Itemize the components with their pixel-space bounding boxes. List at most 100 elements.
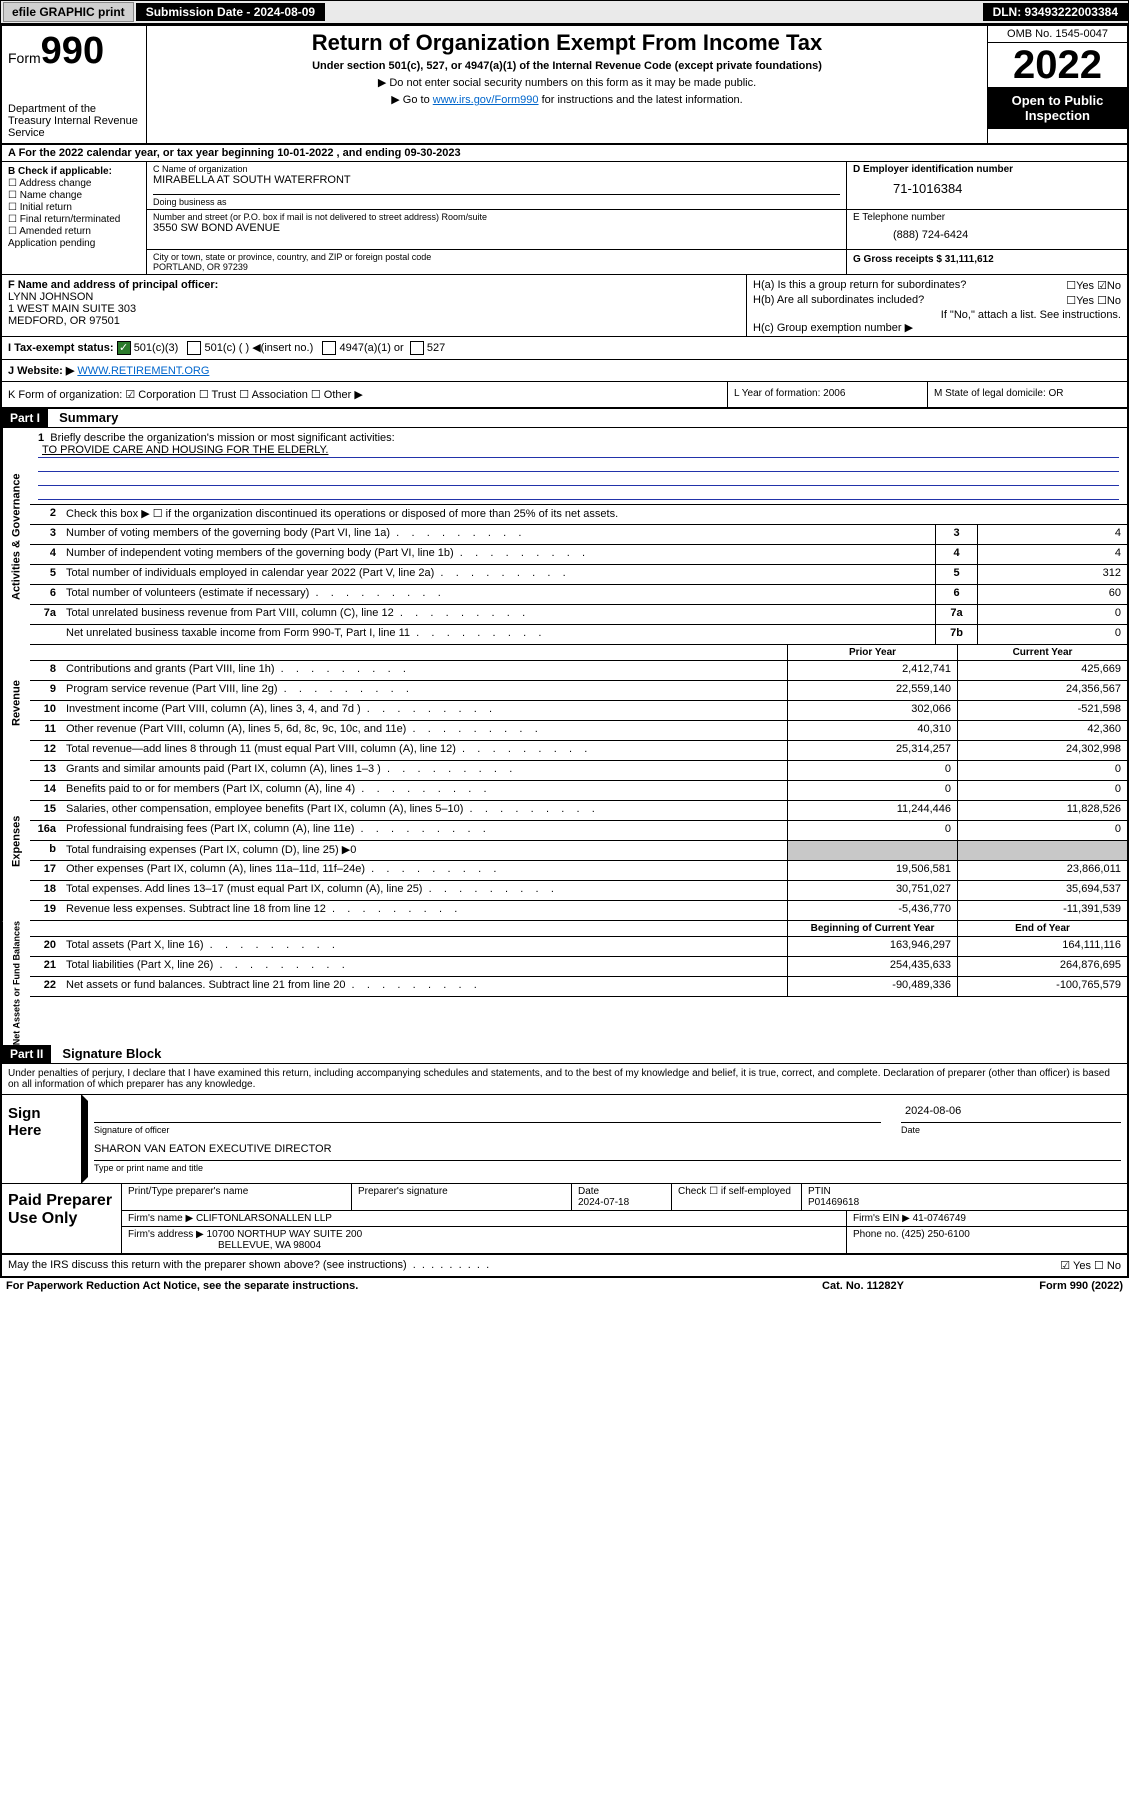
may-irs-answer[interactable]: ☑ Yes ☐ No bbox=[1060, 1259, 1121, 1272]
chk-initial-return[interactable]: ☐ Initial return bbox=[8, 202, 140, 213]
ein-block: D Employer identification number 71-1016… bbox=[847, 162, 1127, 210]
prep-self-employed[interactable]: Check ☐ if self-employed bbox=[672, 1184, 802, 1210]
chk-address-change[interactable]: ☐ Address change bbox=[8, 178, 140, 189]
gross-receipts: G Gross receipts $ 31,111,612 bbox=[847, 250, 1127, 274]
sig-date-label: Date bbox=[901, 1125, 1121, 1135]
firm-name: CLIFTONLARSONALLEN LLP bbox=[196, 1213, 332, 1224]
phone-value: (888) 724-6424 bbox=[853, 223, 1121, 247]
ha-answer[interactable]: ☐Yes ☑No bbox=[1066, 279, 1121, 292]
may-irs-discuss: May the IRS discuss this return with the… bbox=[8, 1259, 1060, 1272]
prep-sig-label: Preparer's signature bbox=[352, 1184, 572, 1210]
form-title: Return of Organization Exempt From Incom… bbox=[155, 30, 979, 56]
sig-officer-label: Signature of officer bbox=[94, 1125, 881, 1135]
part-i-title: Summary bbox=[51, 408, 126, 427]
form-id-block: Form990 Department of the Treasury Inter… bbox=[2, 26, 147, 143]
summary-line: 9 Program service revenue (Part VIII, li… bbox=[30, 681, 1127, 701]
summary-line: 3 Number of voting members of the govern… bbox=[30, 525, 1127, 545]
form-of-org: K Form of organization: ☑ Corporation ☐ … bbox=[2, 382, 727, 407]
open-to-public: Open to Public Inspection bbox=[988, 87, 1127, 129]
city-block: City or town, state or province, country… bbox=[147, 250, 847, 274]
summary-line: 6 Total number of volunteers (estimate i… bbox=[30, 585, 1127, 605]
efile-print-button[interactable]: efile GRAPHIC print bbox=[3, 2, 134, 22]
paid-preparer-label: Paid Preparer Use Only bbox=[2, 1184, 122, 1253]
side-expenses: Expenses bbox=[2, 761, 30, 921]
officer-addr1: 1 WEST MAIN SUITE 303 bbox=[8, 303, 740, 315]
submission-date: Submission Date - 2024-08-09 bbox=[136, 3, 325, 21]
perjury-note: Under penalties of perjury, I declare th… bbox=[2, 1064, 1127, 1095]
addr-block: Number and street (or P.O. box if mail i… bbox=[147, 210, 847, 249]
begin-year-hdr: Beginning of Current Year bbox=[787, 921, 957, 936]
form-title-block: Return of Organization Exempt From Incom… bbox=[147, 26, 987, 143]
sign-here-label: Sign Here bbox=[2, 1095, 82, 1183]
chk-name-change[interactable]: ☐ Name change bbox=[8, 190, 140, 201]
part-ii-title: Signature Block bbox=[54, 1044, 169, 1063]
form-note-link: ▶ Go to www.irs.gov/Form990 for instruct… bbox=[155, 93, 979, 106]
current-year-hdr: Current Year bbox=[957, 645, 1127, 660]
prior-year-hdr: Prior Year bbox=[787, 645, 957, 660]
line2: Check this box ▶ ☐ if the organization d… bbox=[62, 505, 1127, 524]
form-990: Form990 Department of the Treasury Inter… bbox=[0, 24, 1129, 1278]
irs-link[interactable]: www.irs.gov/Form990 bbox=[433, 94, 539, 106]
part-i-header: Part I bbox=[2, 409, 48, 427]
officer-name-title: SHARON VAN EATON EXECUTIVE DIRECTOR bbox=[94, 1143, 1121, 1161]
mission-text: TO PROVIDE CARE AND HOUSING FOR THE ELDE… bbox=[38, 444, 1119, 458]
website-link[interactable]: WWW.RETIREMENT.ORG bbox=[77, 365, 209, 377]
chk-4947[interactable] bbox=[322, 341, 336, 355]
phone-block: E Telephone number (888) 724-6424 bbox=[847, 210, 1127, 249]
summary-line: 20 Total assets (Part X, line 16) 163,94… bbox=[30, 937, 1127, 957]
summary-line: 19 Revenue less expenses. Subtract line … bbox=[30, 901, 1127, 921]
top-bar: efile GRAPHIC print Submission Date - 20… bbox=[0, 0, 1129, 24]
tax-exempt-status: I Tax-exempt status: ✓ 501(c)(3) 501(c) … bbox=[2, 337, 1127, 359]
firm-ein: 41-0746749 bbox=[913, 1213, 966, 1224]
chk-amended[interactable]: ☐ Amended return bbox=[8, 226, 140, 237]
addr-label: Number and street (or P.O. box if mail i… bbox=[153, 212, 840, 222]
year-block: OMB No. 1545-0047 2022 Open to Public In… bbox=[987, 26, 1127, 143]
summary-line: b Total fundraising expenses (Part IX, c… bbox=[30, 841, 1127, 861]
col-b-checkboxes: B Check if applicable: ☐ Address change … bbox=[2, 162, 147, 274]
chk-501c3[interactable]: ✓ bbox=[117, 341, 131, 355]
omb-number: OMB No. 1545-0047 bbox=[988, 26, 1127, 43]
side-revenue: Revenue bbox=[2, 645, 30, 761]
summary-line: 22 Net assets or fund balances. Subtract… bbox=[30, 977, 1127, 997]
name-title-label: Type or print name and title bbox=[94, 1163, 1121, 1173]
hb-answer[interactable]: ☐Yes ☐No bbox=[1066, 294, 1121, 307]
form-number: 990 bbox=[41, 30, 104, 72]
chk-app-pending[interactable]: Application pending bbox=[8, 238, 140, 249]
summary-line: 17 Other expenses (Part IX, column (A), … bbox=[30, 861, 1127, 881]
org-name: MIRABELLA AT SOUTH WATERFRONT bbox=[153, 174, 840, 186]
ptin-value: P01469618 bbox=[808, 1197, 859, 1208]
form-label: Form bbox=[8, 50, 41, 66]
summary-line: 8 Contributions and grants (Part VIII, l… bbox=[30, 661, 1127, 681]
prep-name-label: Print/Type preparer's name bbox=[122, 1184, 352, 1210]
end-year-hdr: End of Year bbox=[957, 921, 1127, 936]
firm-phone-label: Phone no. bbox=[853, 1229, 899, 1240]
side-netassets: Net Assets or Fund Balances bbox=[2, 921, 30, 1045]
col-b-label: B Check if applicable: bbox=[8, 166, 140, 177]
sig-date-value: 2024-08-06 bbox=[901, 1105, 1121, 1123]
form-note-ssn: ▶ Do not enter social security numbers o… bbox=[155, 76, 979, 89]
firm-name-label: Firm's name ▶ bbox=[128, 1213, 193, 1224]
city-label: City or town, state or province, country… bbox=[153, 252, 840, 262]
prep-date-label: Date bbox=[578, 1186, 599, 1197]
firm-addr-label: Firm's address ▶ bbox=[128, 1229, 204, 1240]
summary-line: 16a Professional fundraising fees (Part … bbox=[30, 821, 1127, 841]
phone-label: E Telephone number bbox=[853, 212, 1121, 223]
dept-treasury: Department of the Treasury Internal Reve… bbox=[8, 103, 140, 139]
chk-501c[interactable] bbox=[187, 341, 201, 355]
org-name-block: C Name of organization MIRABELLA AT SOUT… bbox=[147, 162, 847, 210]
row-a-tax-year: A For the 2022 calendar year, or tax yea… bbox=[2, 145, 1127, 162]
hb-label: H(b) Are all subordinates included? bbox=[753, 294, 924, 307]
hb-note: If "No," attach a list. See instructions… bbox=[753, 309, 1121, 321]
chk-final-return[interactable]: ☐ Final return/terminated bbox=[8, 214, 140, 225]
officer-name: LYNN JOHNSON bbox=[8, 291, 740, 303]
paperwork-notice: For Paperwork Reduction Act Notice, see … bbox=[6, 1280, 763, 1292]
summary-line: 18 Total expenses. Add lines 13–17 (must… bbox=[30, 881, 1127, 901]
hc-label: H(c) Group exemption number ▶ bbox=[753, 321, 1121, 334]
org-name-label: C Name of organization bbox=[153, 164, 840, 174]
cat-no: Cat. No. 11282Y bbox=[763, 1280, 963, 1292]
chk-527[interactable] bbox=[410, 341, 424, 355]
summary-line: Net unrelated business taxable income fr… bbox=[30, 625, 1127, 645]
ein-label: D Employer identification number bbox=[853, 164, 1121, 175]
summary-line: 12 Total revenue—add lines 8 through 11 … bbox=[30, 741, 1127, 761]
firm-addr1: 10700 NORTHUP WAY SUITE 200 bbox=[207, 1229, 363, 1240]
